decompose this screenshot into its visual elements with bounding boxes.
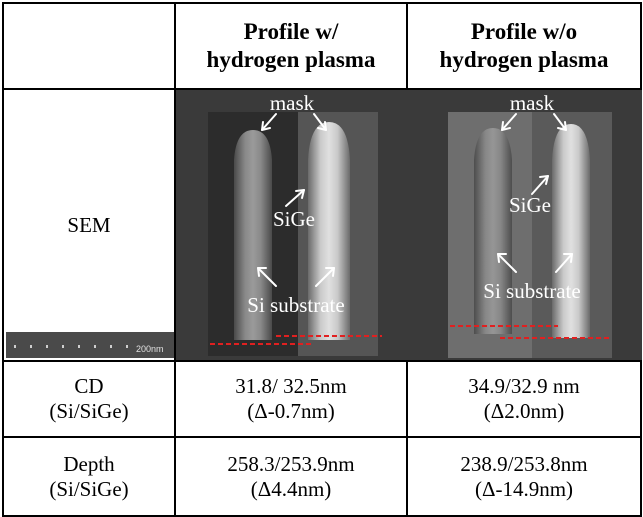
- cd-value-without: 34.9/32.9 nm (Δ2.0nm): [406, 360, 642, 438]
- header-row: Profile w/ hydrogen plasma Profile w/o h…: [2, 2, 642, 90]
- depth-row: Depth (Si/SiGe) 258.3/253.9nm (Δ4.4nm) 2…: [2, 436, 642, 517]
- annotation-si-substrate: Si substrate: [247, 293, 344, 317]
- depth-with-values: 258.3/253.9nm: [227, 451, 355, 476]
- annotation-sige: SiGe: [273, 207, 315, 231]
- sem-image-with-hydrogen: mask SiGe Si substrate: [174, 88, 408, 362]
- sem-micrograph-without: mask SiGe Si substrate: [408, 90, 642, 360]
- depth-value-with: 258.3/253.9nm (Δ4.4nm): [174, 436, 408, 517]
- cd-label: CD: [74, 374, 104, 398]
- depth-label-cell: Depth (Si/SiGe): [2, 436, 176, 517]
- cd-label-cell: CD (Si/SiGe): [2, 360, 176, 438]
- cd-row: CD (Si/SiGe) 31.8/ 32.5nm (Δ-0.7nm) 34.9…: [2, 360, 642, 438]
- depth-without-values: 238.9/253.8nm: [460, 451, 588, 476]
- sem-label-cell: SEM 200nm: [2, 88, 176, 362]
- cd-with-values: 31.8/ 32.5nm: [235, 374, 347, 398]
- scale-bar: 200nm: [6, 332, 174, 358]
- header-without-line1: Profile w/o: [470, 19, 578, 44]
- annotation-sige-2: SiGe: [509, 193, 551, 217]
- cd-without-values: 34.9/32.9 nm: [468, 374, 580, 398]
- depth-with-delta: (Δ4.4nm): [250, 476, 332, 501]
- depth-label-sub: (Si/SiGe): [49, 476, 129, 501]
- scale-bar-label: 200nm: [136, 344, 164, 354]
- cd-value-with: 31.8/ 32.5nm (Δ-0.7nm): [174, 360, 408, 438]
- sem-row: SEM 200nm: [2, 88, 642, 362]
- sem-label: SEM: [67, 212, 111, 237]
- header-without-hydrogen: Profile w/o hydrogen plasma: [406, 2, 642, 90]
- header-without-line2: hydrogen plasma: [439, 47, 609, 72]
- header-empty-cell: [2, 2, 176, 90]
- annotation-mask-2: mask: [510, 91, 555, 115]
- depth-label: Depth: [63, 451, 115, 476]
- header-with-line2: hydrogen plasma: [206, 47, 376, 72]
- sem-micrograph-with: mask SiGe Si substrate: [176, 90, 408, 360]
- annotation-si-substrate-2: Si substrate: [483, 279, 580, 303]
- cd-without-delta: (Δ2.0nm): [483, 399, 565, 423]
- cd-with-delta: (Δ-0.7nm): [247, 399, 335, 423]
- annotation-mask: mask: [270, 91, 315, 115]
- header-with-line1: Profile w/: [243, 19, 339, 44]
- depth-value-without: 238.9/253.8nm (Δ-14.9nm): [406, 436, 642, 517]
- depth-without-delta: (Δ-14.9nm): [474, 476, 574, 501]
- cd-label-sub: (Si/SiGe): [49, 399, 129, 423]
- sem-image-without-hydrogen: mask SiGe Si substrate: [406, 88, 642, 362]
- header-with-hydrogen: Profile w/ hydrogen plasma: [174, 2, 408, 90]
